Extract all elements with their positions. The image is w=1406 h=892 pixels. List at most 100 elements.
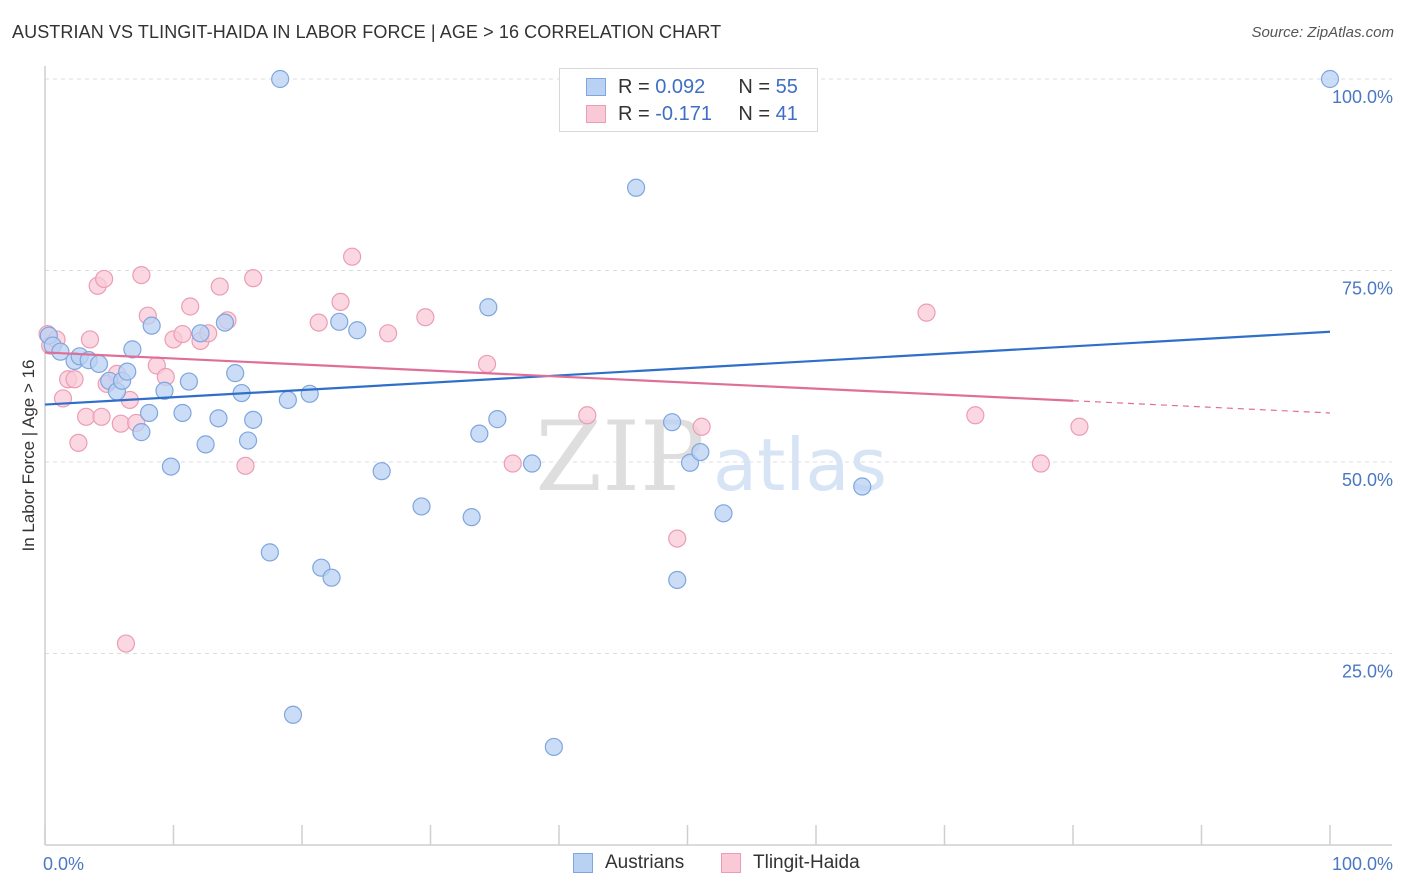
y-axis-title: In Labor Force | Age > 16 [19, 359, 38, 551]
tick-labels: 25.0% 50.0% 75.0% 100.0% 0.0% 100.0% In Labor … [19, 87, 1393, 874]
data-point-tlingit-haida [132, 265, 151, 285]
x-tick-label: 0.0% [43, 854, 84, 874]
data-point-austrians [179, 372, 199, 391]
data-point-austrians [322, 568, 341, 587]
data-point-tlingit-haida [966, 406, 985, 425]
trend-line-tlingit-haida [44, 351, 1074, 402]
data-point-austrians [132, 423, 151, 442]
series-austrians-points [39, 69, 1340, 757]
data-point-austrians [155, 381, 174, 400]
data-point-tlingit-haida [378, 324, 398, 343]
data-point-austrians [209, 409, 228, 428]
legend-swatch-tlingit-haida [586, 105, 606, 123]
data-point-tlingit-haida [77, 407, 96, 426]
data-point-austrians [260, 543, 279, 562]
legend-row-austrians: R = 0.092 N = 55 [586, 74, 798, 100]
data-point-austrians [544, 737, 563, 757]
data-point-austrians [173, 403, 192, 423]
legend-label-austrians: Austrians [605, 852, 685, 873]
data-point-tlingit-haida [331, 292, 350, 312]
data-point-austrians [372, 462, 391, 481]
data-point-austrians [142, 316, 161, 335]
data-point-tlingit-haida [477, 354, 497, 374]
data-point-tlingit-haida [92, 407, 111, 426]
data-point-austrians [522, 454, 542, 473]
axes [44, 66, 1392, 846]
data-point-austrians [278, 390, 297, 410]
data-point-tlingit-haida [236, 456, 255, 475]
legend-n-label: N = [738, 75, 771, 98]
legend-item-tlingit-haida: Tlingit-Haida [721, 852, 860, 874]
legend-r-value-tlingit-haida: -0.171 [655, 102, 712, 125]
data-point-tlingit-haida [244, 269, 263, 288]
legend-r-value-austrians: 0.092 [655, 75, 706, 98]
data-point-austrians [626, 178, 646, 197]
source-credit: Source: ZipAtlas.com [1251, 24, 1394, 41]
data-point-austrians [89, 354, 109, 374]
data-point-austrians [714, 504, 733, 523]
grid-lines [45, 78, 1392, 654]
data-point-tlingit-haida [692, 417, 711, 436]
data-point-austrians [226, 364, 245, 383]
legend-r-label: R = [618, 75, 650, 98]
y-tick-label: 75.0% [1342, 279, 1393, 299]
y-tick-label: 50.0% [1342, 470, 1393, 490]
data-point-austrians [462, 508, 481, 527]
legend-swatch-austrians [586, 78, 606, 96]
data-point-austrians [283, 705, 303, 724]
data-point-tlingit-haida [80, 330, 100, 349]
data-point-tlingit-haida [343, 247, 362, 266]
legend-n-label: N = [738, 102, 771, 125]
data-point-austrians [238, 431, 258, 450]
data-point-austrians [853, 477, 872, 496]
legend-item-austrians: Austrians [573, 852, 684, 874]
legend-row-tlingit-haida: R = -0.171 N = 41 [586, 101, 798, 127]
data-point-austrians [161, 457, 181, 476]
data-point-austrians [470, 424, 489, 443]
data-point-austrians [1320, 69, 1340, 89]
data-point-austrians [662, 413, 682, 432]
data-point-austrians [215, 313, 234, 332]
y-tick-label: 100.0% [1332, 87, 1393, 107]
data-point-austrians [668, 570, 687, 590]
data-point-tlingit-haida [116, 634, 136, 653]
data-point-austrians [488, 410, 507, 429]
data-point-austrians [479, 298, 498, 317]
data-point-tlingit-haida [503, 454, 522, 473]
legend-r-label: R = [618, 102, 650, 125]
data-point-tlingit-haida [111, 414, 130, 433]
legend-n-value-austrians: 55 [775, 75, 798, 98]
data-point-tlingit-haida [668, 529, 687, 548]
data-point-austrians [191, 324, 210, 343]
trend-lines [44, 330, 1331, 414]
data-point-austrians [118, 362, 137, 381]
data-point-austrians [123, 340, 142, 359]
legend-swatch-tlingit-haida [721, 853, 741, 873]
data-point-austrians [196, 435, 215, 454]
trend-line-tlingit-haida-extension [1072, 400, 1331, 414]
data-point-tlingit-haida [181, 297, 200, 316]
y-tick-label: 25.0% [1342, 662, 1393, 682]
data-point-tlingit-haida [210, 277, 229, 296]
data-point-tlingit-haida [95, 269, 114, 289]
data-point-tlingit-haida [1031, 454, 1050, 473]
data-point-austrians [330, 312, 349, 331]
legend-label-tlingit-haida: Tlingit-Haida [753, 852, 860, 873]
correlation-legend: R = 0.092 N = 55 R = -0.171 N = 41 [559, 68, 818, 132]
data-point-austrians [348, 321, 367, 340]
data-point-tlingit-haida [917, 303, 936, 322]
data-point-tlingit-haida [309, 313, 328, 332]
chart-title: AUSTRIAN VS TLINGIT-HAIDA IN LABOR FORCE… [12, 22, 722, 42]
data-point-austrians [300, 384, 319, 403]
legend-n-value-tlingit-haida: 41 [775, 102, 798, 125]
data-point-austrians [271, 69, 290, 89]
data-point-austrians [244, 410, 263, 429]
data-point-tlingit-haida [416, 308, 435, 327]
series-legend: Austrians Tlingit-Haida [0, 852, 1406, 878]
data-point-tlingit-haida [173, 324, 192, 344]
data-point-austrians [691, 442, 710, 462]
data-point-tlingit-haida [69, 433, 88, 452]
data-point-austrians [412, 497, 431, 516]
data-point-tlingit-haida [1070, 417, 1089, 436]
